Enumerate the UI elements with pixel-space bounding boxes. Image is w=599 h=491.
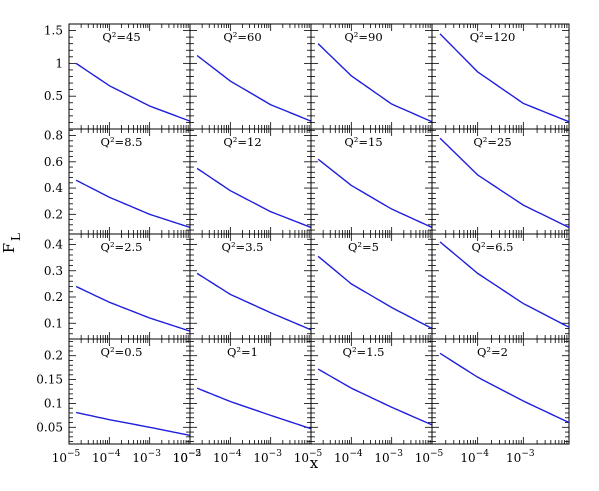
panel-q2-label: Q²=8.5 — [101, 135, 143, 149]
panel: Q²=45 — [68, 23, 191, 130]
x-tick-label: 10−4 — [92, 449, 121, 465]
series-line — [317, 43, 433, 123]
y-axis-title-main: F — [0, 243, 18, 253]
series-line — [317, 368, 433, 426]
panel-q2-label: Q²=0.5 — [101, 345, 143, 359]
x-axis-title: x — [310, 454, 319, 472]
series-line — [75, 411, 191, 437]
x-tick-label: 10−5 — [173, 449, 202, 465]
x-tick-label: 10−3 — [253, 449, 282, 465]
panel-frame — [431, 338, 570, 445]
y-tick-label: 1.5 — [44, 24, 63, 38]
y-tick-label: 0.2 — [44, 349, 63, 363]
series-line — [75, 179, 191, 229]
x-tick-label: 10−5 — [52, 449, 81, 465]
panel: Q²=8.5 — [68, 128, 191, 235]
panel-q2-label: Q²=2 — [477, 345, 508, 359]
panel-q2-label: Q²=3.5 — [222, 240, 264, 254]
y-tick-label: 1 — [55, 56, 63, 70]
series-line — [439, 241, 570, 328]
series-line — [317, 158, 433, 229]
series-line — [439, 137, 570, 229]
x-tick-label: 10−3 — [506, 449, 535, 465]
series-line — [439, 33, 570, 123]
y-tick-label: 0.3 — [44, 264, 63, 278]
panel-q2-label: Q²=45 — [102, 30, 140, 44]
x-tick-label: 10−5 — [415, 449, 444, 465]
panel-q2-label: Q²=1 — [227, 345, 258, 359]
panel: Q²=5 — [310, 233, 433, 340]
series-line — [196, 54, 312, 122]
y-tick-labels: 0.5 1 1.5 0.2 0.4 0.6 0.8 0.1 0.2 0.3 0.4 0.05 0.1 0.… — [36, 24, 63, 435]
x-tick-label: 10−3 — [132, 449, 161, 465]
y-tick-label: 0.1 — [44, 396, 63, 410]
panel: Q²=1 — [189, 338, 312, 445]
y-tick-label: 0.1 — [44, 316, 63, 330]
series-line — [75, 62, 191, 122]
y-tick-label: 0.4 — [44, 181, 63, 195]
panel-q2-label: Q²=60 — [223, 30, 261, 44]
series-line — [75, 285, 191, 332]
y-tick-label: 0.4 — [44, 238, 63, 252]
y-tick-label: 0.6 — [44, 155, 63, 169]
x-tick-labels: 10−5 10−4 10−3 10−210−5 10−4 10−3 10−5 10−4 10−3… — [52, 449, 535, 465]
panels-layer: Q²=45 Q²=60 Q²=90 Q²=120 Q²=8.5 Q²=12 Q²=15 Q²=… — [68, 23, 570, 445]
panel: Q²=120 — [431, 23, 570, 130]
y-tick-label: 0.8 — [44, 129, 63, 143]
panel-q2-label: Q²=12 — [223, 135, 261, 149]
panel: Q²=6.5 — [431, 233, 570, 340]
panel: Q²=1.5 — [310, 338, 433, 445]
panel: Q²=90 — [310, 23, 433, 130]
panel-q2-label: Q²=25 — [473, 135, 511, 149]
panel: Q²=25 — [431, 128, 570, 235]
panel: Q²=2 — [431, 338, 570, 445]
panel-q2-label: Q²=6.5 — [472, 240, 514, 254]
panel: Q²=2.5 — [68, 233, 191, 340]
x-tick-label: 10−4 — [213, 449, 242, 465]
panel: Q²=12 — [189, 128, 312, 235]
panel-q2-label: Q²=120 — [470, 30, 516, 44]
y-tick-label: 0.5 — [44, 89, 63, 103]
y-tick-label: 0.2 — [44, 290, 63, 304]
y-tick-label: 0.15 — [36, 373, 63, 387]
series-line — [196, 167, 312, 229]
y-tick-label: 0.05 — [36, 420, 63, 434]
series-line — [196, 272, 312, 331]
panel: Q²=3.5 — [189, 233, 312, 340]
x-tick-label: 10−4 — [334, 449, 363, 465]
x-tick-label: 10−4 — [460, 449, 489, 465]
panel-q2-label: Q²=5 — [348, 240, 379, 254]
panel: Q²=15 — [310, 128, 433, 235]
panel-q2-label: Q²=90 — [344, 30, 382, 44]
y-axis-title: F L — [0, 233, 23, 253]
series-line — [196, 387, 312, 430]
series-line — [317, 255, 433, 330]
y-tick-label: 0.2 — [44, 207, 63, 221]
y-axis-title-sub: L — [9, 233, 23, 241]
panel: Q²=0.5 — [68, 338, 191, 445]
x-tick-label: 10−3 — [374, 449, 403, 465]
panel-q2-label: Q²=15 — [344, 135, 382, 149]
series-line — [439, 352, 570, 424]
panel-q2-label: Q²=2.5 — [101, 240, 143, 254]
panel-q2-label: Q²=1.5 — [343, 345, 385, 359]
panel: Q²=60 — [189, 23, 312, 130]
